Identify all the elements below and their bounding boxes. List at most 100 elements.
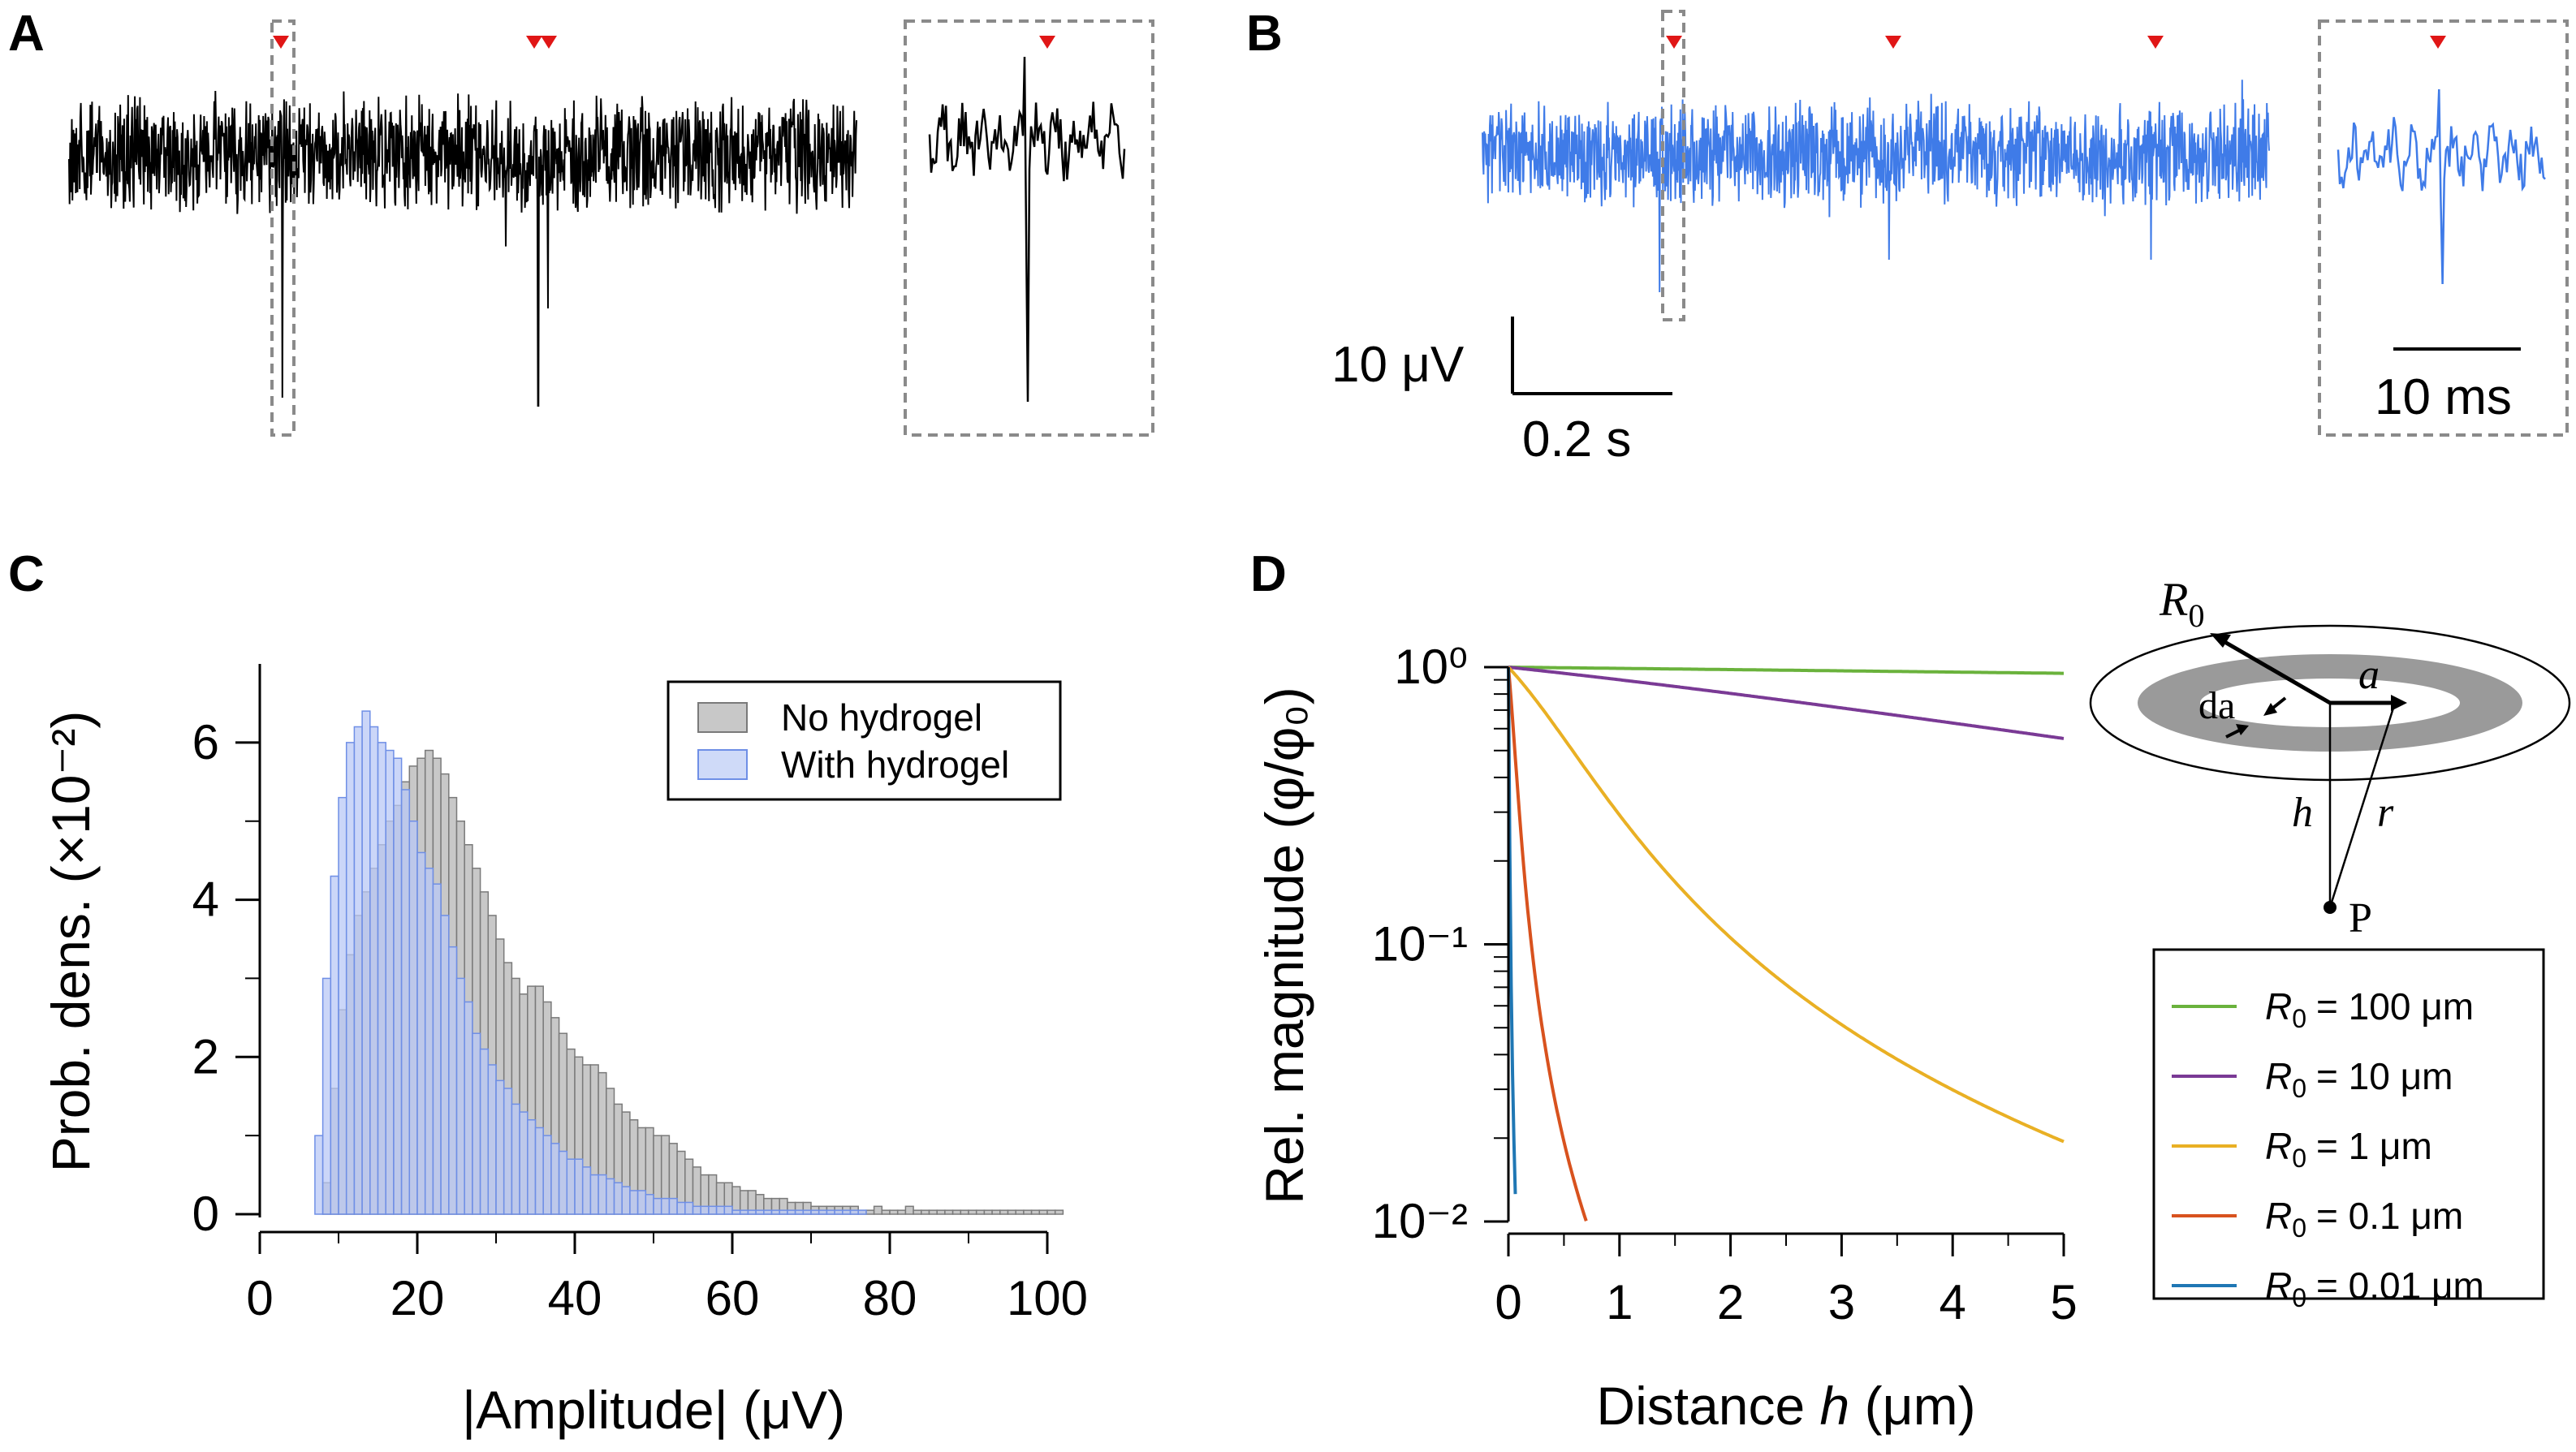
bar-no-hydrogel [999, 1209, 1009, 1215]
bar-no-hydrogel [983, 1209, 993, 1215]
bar-with-hydrogel [558, 1150, 568, 1215]
bar-with-hydrogel [834, 1209, 844, 1215]
bar-with-hydrogel [511, 1103, 520, 1215]
bar-no-hydrogel [951, 1209, 962, 1215]
d-y-tick-label: 10⁰ [1394, 640, 1468, 694]
bar-with-hydrogel [731, 1209, 741, 1215]
c-x-tick-label: 20 [390, 1271, 445, 1325]
legend-label-d: R0 = 100 μm [2265, 985, 2474, 1033]
bar-no-hydrogel [944, 1209, 954, 1215]
disc-diagram: R0 a da h r P [2089, 573, 2571, 941]
bar-with-hydrogel [715, 1205, 726, 1215]
bar-no-hydrogel [928, 1209, 938, 1215]
c-x-tick-label: 40 [548, 1271, 602, 1325]
arrow-r0-head [2210, 633, 2231, 648]
bar-with-hydrogel [818, 1209, 828, 1215]
arrow-da-2-head [2236, 724, 2249, 735]
inset-a-frame [904, 19, 1154, 437]
bar-with-hydrogel [787, 1209, 796, 1215]
c-ticks: 0 20 40 60 80 100 0 2 4 6 [192, 715, 1088, 1325]
curve-0_1 [1507, 666, 1588, 1221]
bar-with-hydrogel [574, 1158, 584, 1215]
bar-with-hydrogel [653, 1197, 662, 1215]
panel-label-a: A [8, 6, 45, 62]
bar-with-hydrogel [676, 1201, 686, 1215]
bar-with-hydrogel [542, 1135, 552, 1215]
d-x-tick-label: 1 [1606, 1275, 1633, 1329]
panel-label-c: C [8, 546, 45, 602]
trace-a-zoom-box [270, 19, 296, 437]
arrow-a-head [2391, 695, 2407, 711]
c-x-tick-label: 60 [705, 1271, 760, 1325]
bar-with-hydrogel [432, 883, 442, 1215]
bar-with-hydrogel [487, 1064, 497, 1215]
scalebar-voltage-label: 10 μV [1331, 337, 1465, 393]
histogram-bars [314, 710, 1064, 1215]
bar-with-hydrogel [464, 1001, 473, 1215]
bar-with-hydrogel [826, 1209, 835, 1215]
spike-marker-a-2 [526, 36, 542, 49]
inset-b-frame [2318, 19, 2569, 437]
bar-with-hydrogel [550, 1143, 560, 1215]
trace-a [68, 90, 857, 407]
bar-with-hydrogel [802, 1209, 812, 1215]
legend-swatch-no-hydrogel [697, 702, 748, 733]
arrow-r0 [2215, 635, 2332, 705]
bar-no-hydrogel [975, 1209, 986, 1215]
inset-b-trace [2337, 88, 2546, 285]
legend-label-no-hydrogel: No hydrogel [781, 696, 982, 739]
bar-no-hydrogel [889, 1209, 899, 1215]
bar-no-hydrogel [904, 1205, 914, 1215]
bar-with-hydrogel [606, 1178, 615, 1215]
bar-with-hydrogel [479, 1048, 490, 1215]
bar-with-hydrogel [581, 1166, 592, 1215]
bar-no-hydrogel [881, 1209, 891, 1215]
bar-with-hydrogel [660, 1197, 671, 1215]
spike-marker-a-1 [273, 36, 289, 49]
bar-with-hydrogel [598, 1174, 607, 1215]
d-y-label: Rel. magnitude (φ/φ₀) [1254, 687, 1314, 1204]
label-a: a [2358, 652, 2380, 698]
bar-with-hydrogel [842, 1209, 852, 1215]
c-y-tick-label: 4 [192, 872, 219, 927]
bar-with-hydrogel [723, 1205, 733, 1215]
bar-with-hydrogel [353, 726, 363, 1215]
bar-no-hydrogel [968, 1209, 977, 1215]
bar-with-hydrogel [589, 1174, 599, 1215]
bar-no-hydrogel [1038, 1209, 1048, 1215]
legend-label-d: R0 = 10 μm [2265, 1055, 2453, 1103]
bar-with-hydrogel [739, 1209, 749, 1215]
curve-10 [1508, 666, 2065, 740]
bar-with-hydrogel [495, 1079, 505, 1215]
label-p: P [2349, 895, 2372, 941]
bar-with-hydrogel [361, 710, 371, 1215]
bar-with-hydrogel [345, 742, 356, 1215]
label-r0: R0 [2159, 573, 2204, 634]
arrow-da-1-head [2263, 703, 2277, 716]
bar-with-hydrogel [448, 946, 458, 1215]
line-r [2328, 702, 2397, 908]
d-legend-items: R0 = 100 μm R0 = 10 μm R0 = 1 μm R0 = 0.1 μm R0 =… [2172, 985, 2484, 1312]
bar-with-hydrogel [621, 1186, 631, 1215]
c-y-tick-label: 0 [192, 1187, 219, 1241]
bar-no-hydrogel [865, 1209, 875, 1215]
bar-no-hydrogel [991, 1209, 1001, 1215]
bar-with-hydrogel [629, 1190, 639, 1215]
bar-with-hydrogel [393, 757, 403, 1215]
bar-with-hydrogel [330, 875, 339, 1215]
panel-d: 0 1 2 3 4 5 10⁰ 10⁻¹ 10⁻² Distance h (μm) Rel. m… [1254, 573, 2571, 1436]
curve-100 [1508, 666, 2064, 675]
c-x-tick-label: 0 [246, 1271, 273, 1325]
bar-with-hydrogel [857, 1209, 867, 1215]
bar-with-hydrogel [613, 1182, 623, 1215]
label-r: r [2377, 790, 2394, 836]
bar-with-hydrogel [763, 1209, 773, 1215]
spike-marker-b-3 [2147, 36, 2164, 49]
bar-with-hydrogel [385, 749, 395, 1215]
bar-with-hydrogel [668, 1197, 678, 1215]
bar-with-hydrogel [534, 1127, 544, 1215]
bar-with-hydrogel [321, 977, 332, 1215]
c-x-tick-label: 100 [1007, 1271, 1088, 1325]
d-x-tick-label: 5 [2050, 1275, 2077, 1329]
